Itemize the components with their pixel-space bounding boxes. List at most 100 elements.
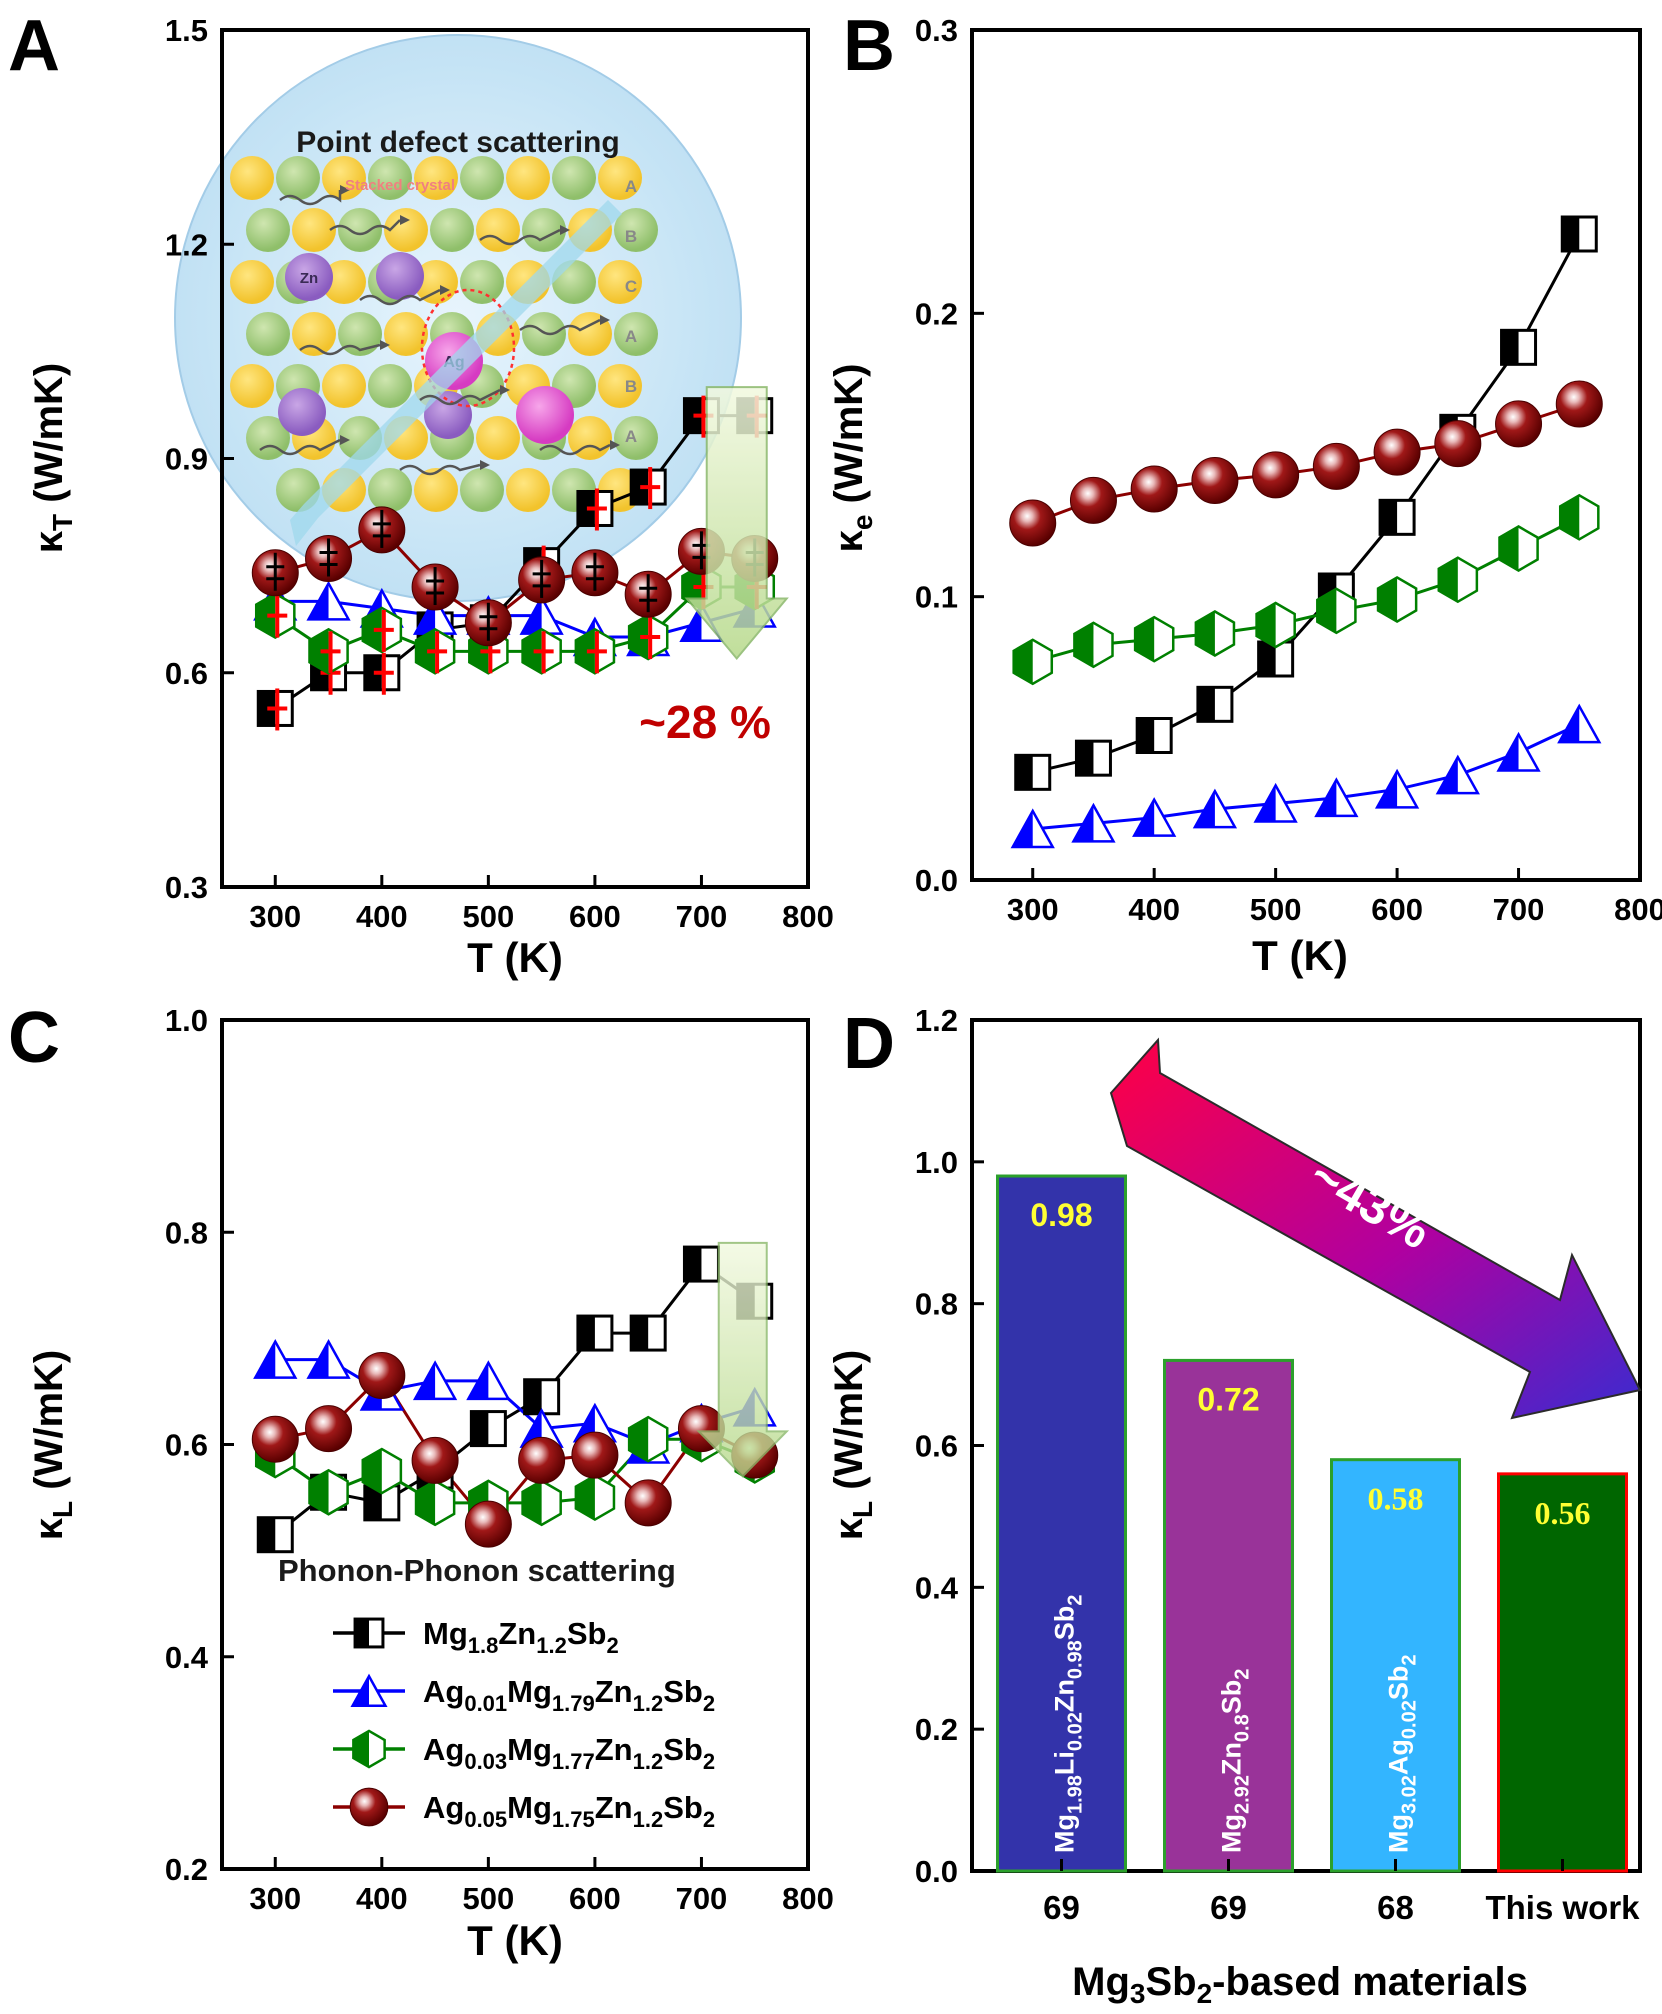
b-xtick-label: 700: [1493, 892, 1545, 927]
b-data-point: [1130, 465, 1178, 513]
phonon-arrowhead: [340, 435, 350, 445]
yellow-atom: [506, 468, 550, 512]
c-data-point: [629, 1314, 667, 1352]
a-xtick-label: 400: [356, 899, 408, 934]
c-data-point: [523, 1378, 561, 1416]
c-data-point: [412, 1360, 458, 1401]
d-ytick-label: 0.2: [915, 1712, 958, 1747]
phonon-arrowhead: [400, 215, 410, 225]
yellow-atom: [476, 416, 520, 460]
phonon-path: [519, 318, 601, 336]
a-series-line: [274, 585, 755, 654]
zn-atom-label: Zn: [300, 270, 318, 287]
c-data-point: [518, 1436, 566, 1484]
stacking-label: A: [625, 327, 637, 346]
green-atom: [522, 208, 566, 252]
b-data-point: [1252, 451, 1300, 499]
phonon-arrowhead: [440, 285, 450, 295]
panel-b: 0.0 0.1 0.2 0.3 300 400 500 600 700 800 T (K) κe (W…: [827, 13, 1662, 979]
d-category-label: 68: [1377, 1889, 1414, 1926]
legend-marker: [353, 1617, 385, 1649]
c-xtick-label: 800: [782, 1881, 834, 1916]
b-xtick-label: 500: [1250, 892, 1302, 927]
c-reduction-arrow: [696, 1241, 790, 1478]
legend-label: Ag0.05Mg1.75Zn1.2Sb2: [423, 1790, 715, 1832]
yellow-atom: [322, 260, 366, 304]
b-ytick-label: 0.2: [915, 296, 958, 331]
b-data-point: [1495, 400, 1543, 448]
green-atom: [368, 468, 412, 512]
yellow-atom: [598, 364, 642, 408]
inset-caption: Stacked crystal: [345, 177, 455, 194]
c-ytick-label: 1.0: [165, 1003, 208, 1038]
a-ytick-label: 0.3: [165, 870, 208, 905]
d-bar-value-label: 0.98: [1030, 1197, 1092, 1233]
d-category-label: This work: [1485, 1889, 1640, 1926]
c-ytick-label: 0.6: [165, 1428, 208, 1463]
c-data-point: [358, 1352, 406, 1400]
phonon-path: [279, 190, 342, 206]
c-xtick-label: 500: [462, 1881, 514, 1916]
c-data-point: [466, 1360, 511, 1401]
phonon-path: [419, 388, 501, 406]
green-atom: [460, 260, 504, 304]
c-data-point: [682, 1245, 720, 1283]
c-ytick-label: 0.2: [165, 1852, 208, 1887]
a-xtick-label: 800: [782, 899, 834, 934]
legend-label: Ag0.03Mg1.77Zn1.2Sb2: [423, 1732, 715, 1774]
c-data-point: [571, 1431, 619, 1479]
green-atom: [614, 312, 658, 356]
c-xtick-label: 700: [676, 1881, 728, 1916]
b-data-point: [1014, 753, 1052, 791]
stacking-label: A: [625, 427, 637, 446]
green-atom: [614, 208, 658, 252]
phonon-path: [259, 438, 341, 456]
b-data-point: [1558, 493, 1600, 541]
b-xtick-label: 800: [1614, 892, 1662, 927]
panel-letter-c: C: [8, 998, 60, 1078]
a-xtick-label: 600: [569, 899, 621, 934]
b-data-point: [1253, 782, 1298, 823]
b-data-point: [1498, 525, 1539, 572]
c-data-point: [624, 1479, 672, 1527]
legend-marker: [350, 1673, 388, 1708]
b-data-point: [1316, 587, 1357, 635]
b-data-point: [1374, 768, 1420, 809]
b-data-point: [1435, 754, 1480, 795]
panel-d: 0.0 0.2 0.4 0.6 0.8 1.0 1.2 0.98 69 Mg1.98Li0.02Z…: [827, 1003, 1642, 2009]
stacking-label: C: [625, 277, 637, 296]
wave-arrow: [290, 200, 622, 546]
a-series-line: [274, 414, 755, 710]
yellow-atom: [292, 312, 336, 356]
green-atom: [246, 312, 290, 356]
panel-letter-b: B: [843, 6, 895, 86]
c-xtick-label: 400: [356, 1881, 408, 1916]
d-bar-value-label: 0.72: [1197, 1381, 1259, 1417]
d-category-label: 69: [1210, 1889, 1247, 1926]
phonon-path: [399, 463, 481, 476]
phonon-arrowhead: [380, 340, 390, 350]
a-xtick-label: 700: [676, 899, 728, 934]
b-series-line: [1032, 233, 1581, 774]
a-series-line: [275, 599, 756, 639]
c-data-point: [576, 1314, 614, 1352]
phonon-arrowhead: [340, 185, 350, 195]
b-ytick-label: 0.0: [915, 863, 958, 898]
green-atom: [276, 156, 320, 200]
yellow-atom: [292, 208, 336, 252]
b-ytick-label: 0.1: [915, 580, 958, 615]
a-series-line: [274, 528, 755, 625]
green-atom: [460, 156, 504, 200]
phonon-path: [299, 343, 381, 356]
c-data-point: [361, 1447, 403, 1495]
yellow-atom: [230, 260, 274, 304]
b-data-point: [1560, 215, 1598, 253]
stacking-label: A: [625, 177, 637, 196]
legend-label: Mg1.8Zn1.2Sb2: [423, 1616, 619, 1658]
b-plot-frame: [970, 28, 1642, 882]
green-atom: [614, 416, 658, 460]
b-data-point: [1376, 576, 1418, 623]
b-data-point: [1555, 380, 1603, 428]
legend-marker: [352, 1729, 386, 1769]
